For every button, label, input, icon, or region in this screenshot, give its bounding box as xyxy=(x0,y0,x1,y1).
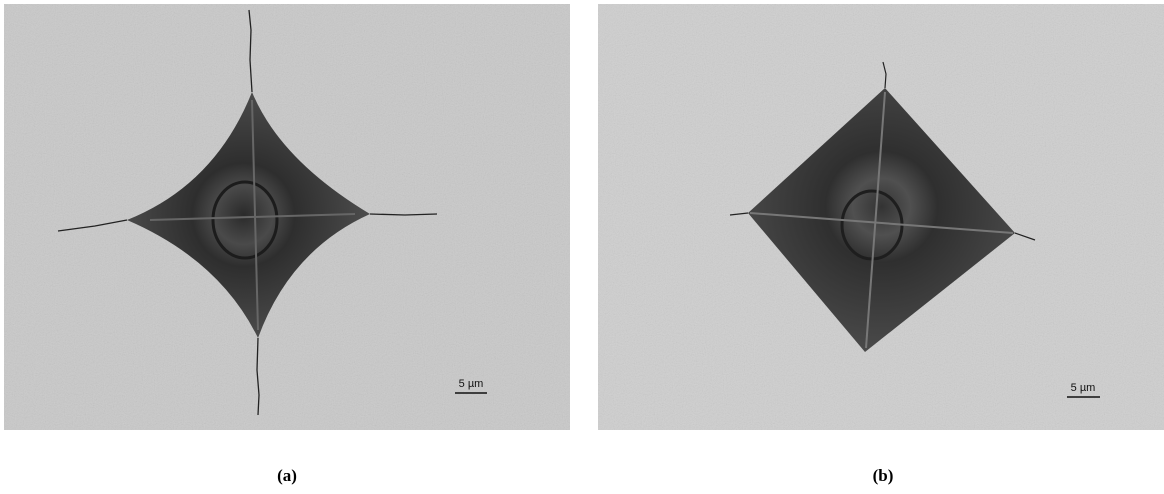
panel-label: (b) xyxy=(873,466,894,485)
scale-bar-label: 5 µm xyxy=(459,378,484,390)
page: 5 µm 5 µm (a) (b) (() => { const data = … xyxy=(0,0,1164,494)
scale-bar-label: 5 µm xyxy=(1071,382,1096,394)
figure: 5 µm 5 µm (a) (b) xyxy=(0,0,1164,494)
panel-a: 5 µm xyxy=(4,4,570,430)
panel-b: 5 µm xyxy=(598,4,1164,430)
panel-label: (a) xyxy=(277,466,297,485)
